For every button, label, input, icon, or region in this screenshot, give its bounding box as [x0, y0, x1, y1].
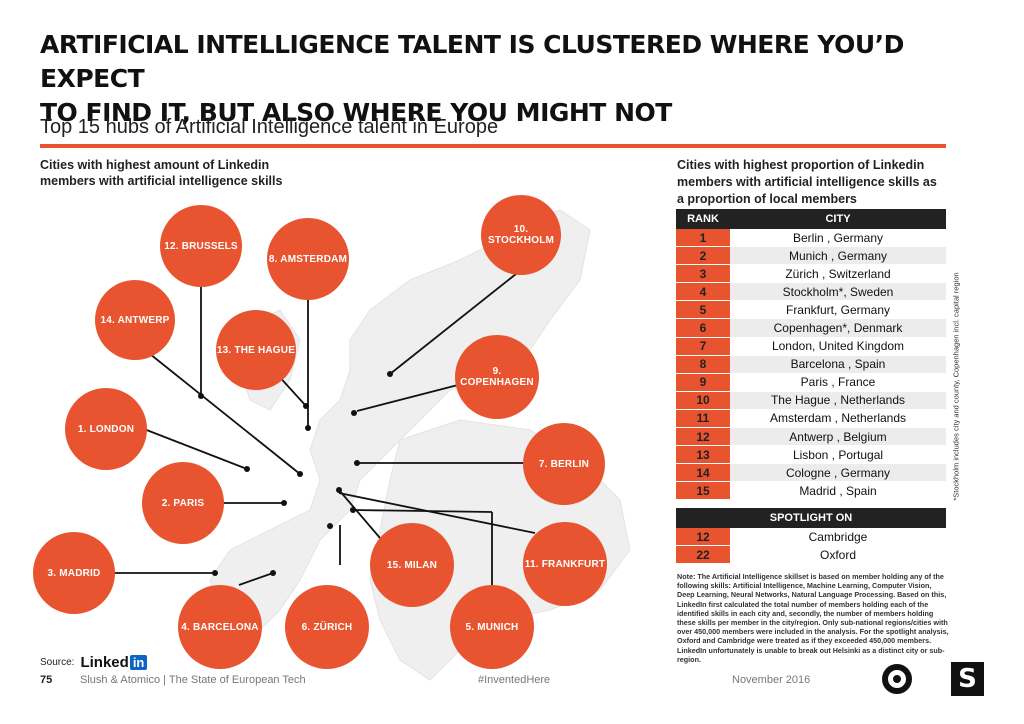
city-cell: Antwerp , Belgium	[730, 427, 946, 447]
bubble-brussels: 12. BRUSSELS	[160, 205, 242, 287]
city-cell: Cologne , Germany	[730, 463, 946, 483]
rank-cell: 4	[676, 282, 730, 302]
city-cell: Copenhagen*, Denmark	[730, 318, 946, 338]
bubble-zurich: 6. ZÜRICH	[285, 585, 369, 669]
rank-row: 8 Barcelona , Spain	[676, 355, 946, 374]
rank-row: 4 Stockholm*, Sweden	[676, 282, 946, 302]
title-divider	[40, 144, 946, 148]
bubble-amsterdam: 8. AMSTERDAM	[267, 218, 349, 300]
rank-row: 7 London, United Kingdom	[676, 337, 946, 356]
left-caption-line-2: members with artificial intelligence ski…	[40, 174, 283, 188]
rank-table: RANK CITY 1 Berlin , Germany 2 Munich , Ger…	[676, 209, 946, 501]
city-cell: Zürich , Switzerland	[730, 264, 946, 284]
title-line-2: TO FIND IT, BUT ALSO WHERE YOU MIGHT NOT	[40, 98, 672, 127]
right-caption-line-1: Cities with highest proportion of Linked…	[677, 158, 925, 172]
left-caption-line-1: Cities with highest amount of Linkedin	[40, 158, 270, 172]
city-cell: Madrid , Spain	[730, 481, 946, 501]
city-cell: Munich , Germany	[730, 246, 946, 266]
rank-row: 14 Cologne , Germany	[676, 463, 946, 483]
linkedin-logo-box: in	[129, 655, 148, 670]
date-text: November 2016	[732, 674, 811, 686]
bubble-copenhagen: 9. COPENHAGEN	[455, 335, 539, 419]
bubble-london: 1. LONDON	[65, 388, 147, 470]
source-line: Source: Linked in	[40, 654, 148, 671]
city-cell: Stockholm*, Sweden	[730, 282, 946, 302]
bubble-barcelona: 4. BARCELONA	[178, 585, 262, 669]
rank-row: 3 Zürich , Switzerland	[676, 264, 946, 284]
bubble-munich: 5. MUNICH	[450, 585, 534, 669]
rank-cell: 10	[676, 391, 730, 410]
page-subtitle: Top 15 hubs of Artificial Intelligence t…	[40, 116, 499, 138]
rank-cell: 12	[676, 427, 730, 447]
rank-cell: 13	[676, 445, 730, 465]
rank-row: 13 Lisbon , Portugal	[676, 445, 946, 465]
left-caption: Cities with highest amount of Linkedin m…	[40, 157, 340, 189]
rank-row: 6 Copenhagen*, Denmark	[676, 318, 946, 338]
city-cell: Paris , France	[730, 373, 946, 392]
rank-row: 10 The Hague , Netherlands	[676, 391, 946, 410]
source-label: Source:	[40, 657, 75, 668]
side-footnote: *Stockholm includes city and county, Cop…	[946, 262, 961, 512]
bubble-antwerp: 14. ANTWERP	[95, 280, 175, 360]
bubble-frankfurt: 11. FRANKFURT	[523, 522, 607, 606]
rank-row: 11 Amsterdam , Netherlands	[676, 409, 946, 429]
spotlight-table: SPOTLIGHT ON 12 Cambridge 22 Oxford	[676, 508, 946, 564]
rank-cell: 8	[676, 355, 730, 374]
city-cell: London, United Kingdom	[730, 337, 946, 356]
slush-logo-icon: S	[951, 662, 984, 696]
page-number: 75	[40, 674, 53, 686]
rank-row: 15 Madrid , Spain	[676, 481, 946, 501]
spotlight-rank-cell: 12	[676, 528, 730, 546]
rank-cell: 7	[676, 337, 730, 356]
atomico-logo-icon	[882, 664, 912, 694]
spotlight-rank-cell: 22	[676, 545, 730, 564]
title-line-1: ARTIFICIAL INTELLIGENCE TALENT IS CLUSTE…	[40, 30, 904, 93]
rank-header: RANK	[676, 209, 730, 229]
publisher-text: Slush & Atomico | The State of European …	[80, 674, 306, 686]
bubble-stockholm: 10. STOCKHOLM	[481, 195, 561, 275]
rank-cell: 3	[676, 264, 730, 284]
rank-cell: 15	[676, 481, 730, 501]
rank-cell: 5	[676, 300, 730, 320]
linkedin-logo-word: Linked	[80, 654, 129, 671]
rank-cell: 6	[676, 318, 730, 338]
city-cell: Barcelona , Spain	[730, 355, 946, 374]
spotlight-row: 12 Cambridge	[676, 528, 946, 546]
bubble-madrid: 3. MADRID	[33, 532, 115, 614]
rank-cell: 14	[676, 463, 730, 483]
rank-row: 2 Munich , Germany	[676, 246, 946, 266]
bubble-paris: 2. PARIS	[142, 462, 224, 544]
side-footnote-text: *Stockholm includes city and county, Cop…	[951, 272, 961, 501]
bubble-milan: 15. MILAN	[370, 523, 454, 607]
rank-row: 5 Frankfurt, Germany	[676, 300, 946, 320]
city-cell: Lisbon , Portugal	[730, 445, 946, 465]
hashtag-text: #InventedHere	[478, 674, 551, 686]
right-caption-line-3: a proportion of local members	[677, 192, 857, 206]
city-cell: Frankfurt, Germany	[730, 300, 946, 320]
spotlight-city-cell: Cambridge	[730, 528, 946, 546]
city-header: CITY	[730, 209, 946, 229]
rank-cell: 2	[676, 246, 730, 266]
spotlight-row: 22 Oxford	[676, 545, 946, 564]
right-caption: Cities with highest proportion of Linked…	[677, 157, 947, 208]
right-caption-line-2: members with artificial intelligence ski…	[677, 175, 937, 189]
city-cell: The Hague , Netherlands	[730, 391, 946, 410]
rank-cell: 11	[676, 409, 730, 429]
linkedin-logo: Linked in	[80, 654, 148, 671]
page-title: ARTIFICIAL INTELLIGENCE TALENT IS CLUSTE…	[40, 28, 940, 130]
rank-cell: 9	[676, 373, 730, 392]
rank-row: 12 Antwerp , Belgium	[676, 427, 946, 447]
bubble-berlin: 7. BERLIN	[523, 423, 605, 505]
city-cell: Amsterdam , Netherlands	[730, 409, 946, 429]
city-cell: Berlin , Germany	[730, 229, 946, 248]
methodology-note: Note: The Artificial Intelligence skills…	[677, 572, 949, 664]
rank-cell: 1	[676, 229, 730, 248]
spotlight-header: SPOTLIGHT ON	[676, 508, 946, 528]
rank-row: 1 Berlin , Germany	[676, 229, 946, 248]
spotlight-city-cell: Oxford	[730, 545, 946, 564]
rank-row: 9 Paris , France	[676, 373, 946, 392]
bubble-the-hague: 13. THE HAGUE	[216, 310, 296, 390]
